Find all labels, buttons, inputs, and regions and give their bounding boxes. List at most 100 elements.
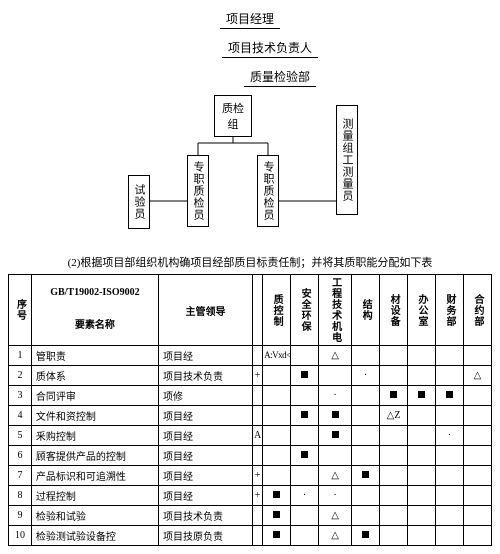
table-row: 2质体系项目技术负责+·△ (9, 366, 492, 386)
responsibility-table: 序号 GB/T19002-ISO9002 主管领导 质控制 安全环保 工程技术机… (8, 274, 492, 546)
cell-num: 5 (9, 426, 32, 446)
cell-dept-3 (352, 526, 380, 546)
cell-dept-2 (319, 446, 352, 466)
cell-dept-7 (463, 446, 491, 466)
cell-dept-2: · (319, 486, 352, 506)
mark-square-icon (446, 391, 453, 398)
cell-dept-3 (352, 486, 380, 506)
col-dept-5: 办公室 (408, 275, 436, 346)
cell-a: + (253, 486, 263, 506)
mark-text: A:Vxd< (264, 350, 290, 360)
cell-dept-1 (291, 386, 319, 406)
cell-dept-3 (352, 386, 380, 406)
cell-dept-7: △ (463, 366, 491, 386)
cell-leader: 项目经 (158, 426, 252, 446)
cell-dept-2 (319, 426, 352, 446)
cell-dept-2 (319, 366, 352, 386)
cell-dept-7 (463, 486, 491, 506)
col-dept-1: 安全环保 (291, 275, 319, 346)
table-row: 6顾客提供产品的控制项目经 (9, 446, 492, 466)
header-line-3: 质量检验部 (68, 66, 492, 95)
cell-a (253, 446, 263, 466)
mark-open-triangle-icon: △ (331, 471, 339, 481)
mark-square-icon (362, 471, 369, 478)
mark-open-triangle-icon: △ (331, 351, 339, 361)
mark-square-icon (301, 451, 308, 458)
cell-dept-5 (408, 466, 436, 486)
cell-dept-1 (291, 406, 319, 426)
table-caption: (2)根据项目部组织机构确项目经部质目标责任制；并将其质职能分配如下表 (8, 254, 492, 270)
cell-num: 8 (9, 486, 32, 506)
header-line-2: 项目技术负责人 (48, 37, 492, 66)
cell-a: A (253, 426, 263, 446)
cell-dept-6 (435, 386, 463, 406)
cell-name: 顾客提供产品的控制 (31, 446, 158, 466)
mark-text: · (303, 490, 306, 501)
cell-dept-1: · (291, 486, 319, 506)
cell-dept-4 (380, 386, 408, 406)
mark-square-icon (362, 531, 369, 538)
cell-dept-6: · (435, 426, 463, 446)
col-dept-2: 工程技术机电 (319, 275, 352, 346)
cell-num: 6 (9, 446, 32, 466)
cell-dept-5 (408, 386, 436, 406)
org-node-top: 质检组 (214, 95, 252, 137)
org-node-mid-right: 专职质检员 (257, 155, 279, 227)
cell-dept-1 (291, 526, 319, 546)
cell-dept-5 (408, 526, 436, 546)
mark-square-icon (301, 371, 308, 378)
cell-dept-0 (263, 366, 291, 386)
org-node-mid-left: 专职质检员 (187, 155, 209, 227)
cell-dept-3 (352, 426, 380, 446)
cell-dept-5 (408, 346, 436, 366)
cell-dept-4 (380, 526, 408, 546)
cell-name: 文件和资控制 (31, 406, 158, 426)
col-dept-4: 材设备 (380, 275, 408, 346)
cell-dept-5 (408, 446, 436, 466)
cell-num: 4 (9, 406, 32, 426)
cell-dept-7 (463, 526, 491, 546)
cell-dept-2: △ (319, 526, 352, 546)
cell-num: 9 (9, 506, 32, 526)
col-num: 序号 (9, 275, 32, 346)
mark-text: · (333, 390, 336, 401)
cell-a (253, 506, 263, 526)
cell-name: 产品标识和可追溯性 (31, 466, 158, 486)
cell-dept-1 (291, 466, 319, 486)
cell-dept-2: · (319, 386, 352, 406)
cell-dept-0 (263, 506, 291, 526)
cell-dept-6 (435, 506, 463, 526)
cell-leader: 项目经 (158, 346, 252, 366)
cell-dept-3: · (352, 366, 380, 386)
table-row: 3合同评审项修· (9, 386, 492, 406)
col-dept-7: 合约部 (463, 275, 491, 346)
mark-open-triangle-icon: △ (474, 371, 482, 381)
cell-name: 釆购控制 (31, 426, 158, 446)
cell-dept-1 (291, 366, 319, 386)
mark-square-icon (390, 391, 397, 398)
org-chart: 质检组试验员专职质检员专职质检员测量组工测量员 (8, 95, 492, 250)
cell-dept-5 (408, 366, 436, 386)
mark-square-icon (273, 531, 280, 538)
cell-dept-3 (352, 466, 380, 486)
cell-dept-4: △Z (380, 406, 408, 426)
cell-dept-6 (435, 366, 463, 386)
col-dept-3: 结构 (352, 275, 380, 346)
cell-leader: 项目技术负责 (158, 506, 252, 526)
mark-square-icon (273, 491, 280, 498)
mark-square-icon (273, 511, 280, 518)
cell-dept-0 (263, 426, 291, 446)
cell-dept-1 (291, 446, 319, 466)
mark-text: · (448, 430, 451, 441)
cell-dept-6 (435, 446, 463, 466)
cell-dept-7 (463, 506, 491, 526)
cell-a (253, 346, 263, 366)
cell-dept-2 (319, 406, 352, 426)
col-name-bot: 要素名称 (31, 307, 158, 346)
table-row: 9检验和试验项目技术负责△ (9, 506, 492, 526)
cell-leader: 项目技术负责 (158, 366, 252, 386)
cell-dept-5 (408, 426, 436, 446)
cell-dept-7 (463, 466, 491, 486)
mark-open-triangle-icon: △ (331, 531, 339, 541)
cell-dept-6 (435, 526, 463, 546)
